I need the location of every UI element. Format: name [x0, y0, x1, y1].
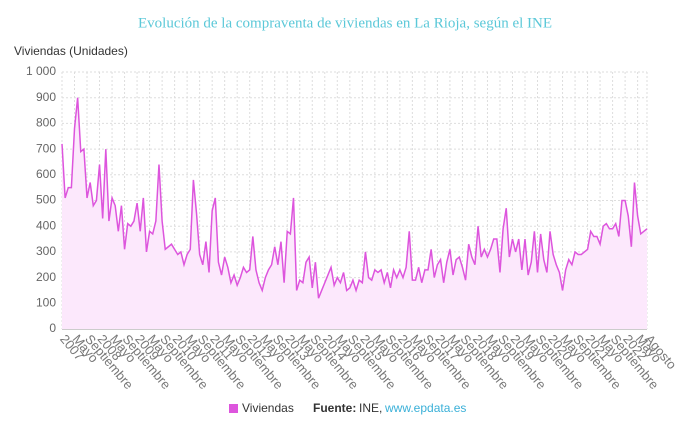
y-tick-label: 600 [36, 167, 56, 181]
source-link[interactable]: www.epdata.es [384, 401, 466, 415]
y-tick-label: 1 000 [26, 64, 56, 78]
y-tick-label: 500 [36, 193, 56, 207]
y-tick-label: 100 [36, 295, 56, 309]
legend: Viviendas Fuente: INE, www.epdata.es [229, 401, 466, 415]
source-label: Fuente: [313, 401, 356, 415]
y-tick-label: 200 [36, 270, 56, 284]
chart-title: Evolución de la compraventa de viviendas… [138, 15, 552, 31]
y-tick-label: 700 [36, 141, 56, 155]
line [61, 97, 648, 299]
y-tick-label: 300 [36, 244, 56, 258]
source-text: INE, [359, 401, 382, 415]
y-tick-label: 0 [49, 321, 56, 335]
y-tick-label: 400 [36, 218, 56, 232]
y-tick-label: 900 [36, 90, 56, 104]
legend-label: Viviendas [242, 401, 294, 415]
y-tick-label: 800 [36, 116, 56, 130]
y-axis-title: Viviendas (Unidades) [14, 44, 128, 58]
legend-swatch [229, 404, 238, 413]
